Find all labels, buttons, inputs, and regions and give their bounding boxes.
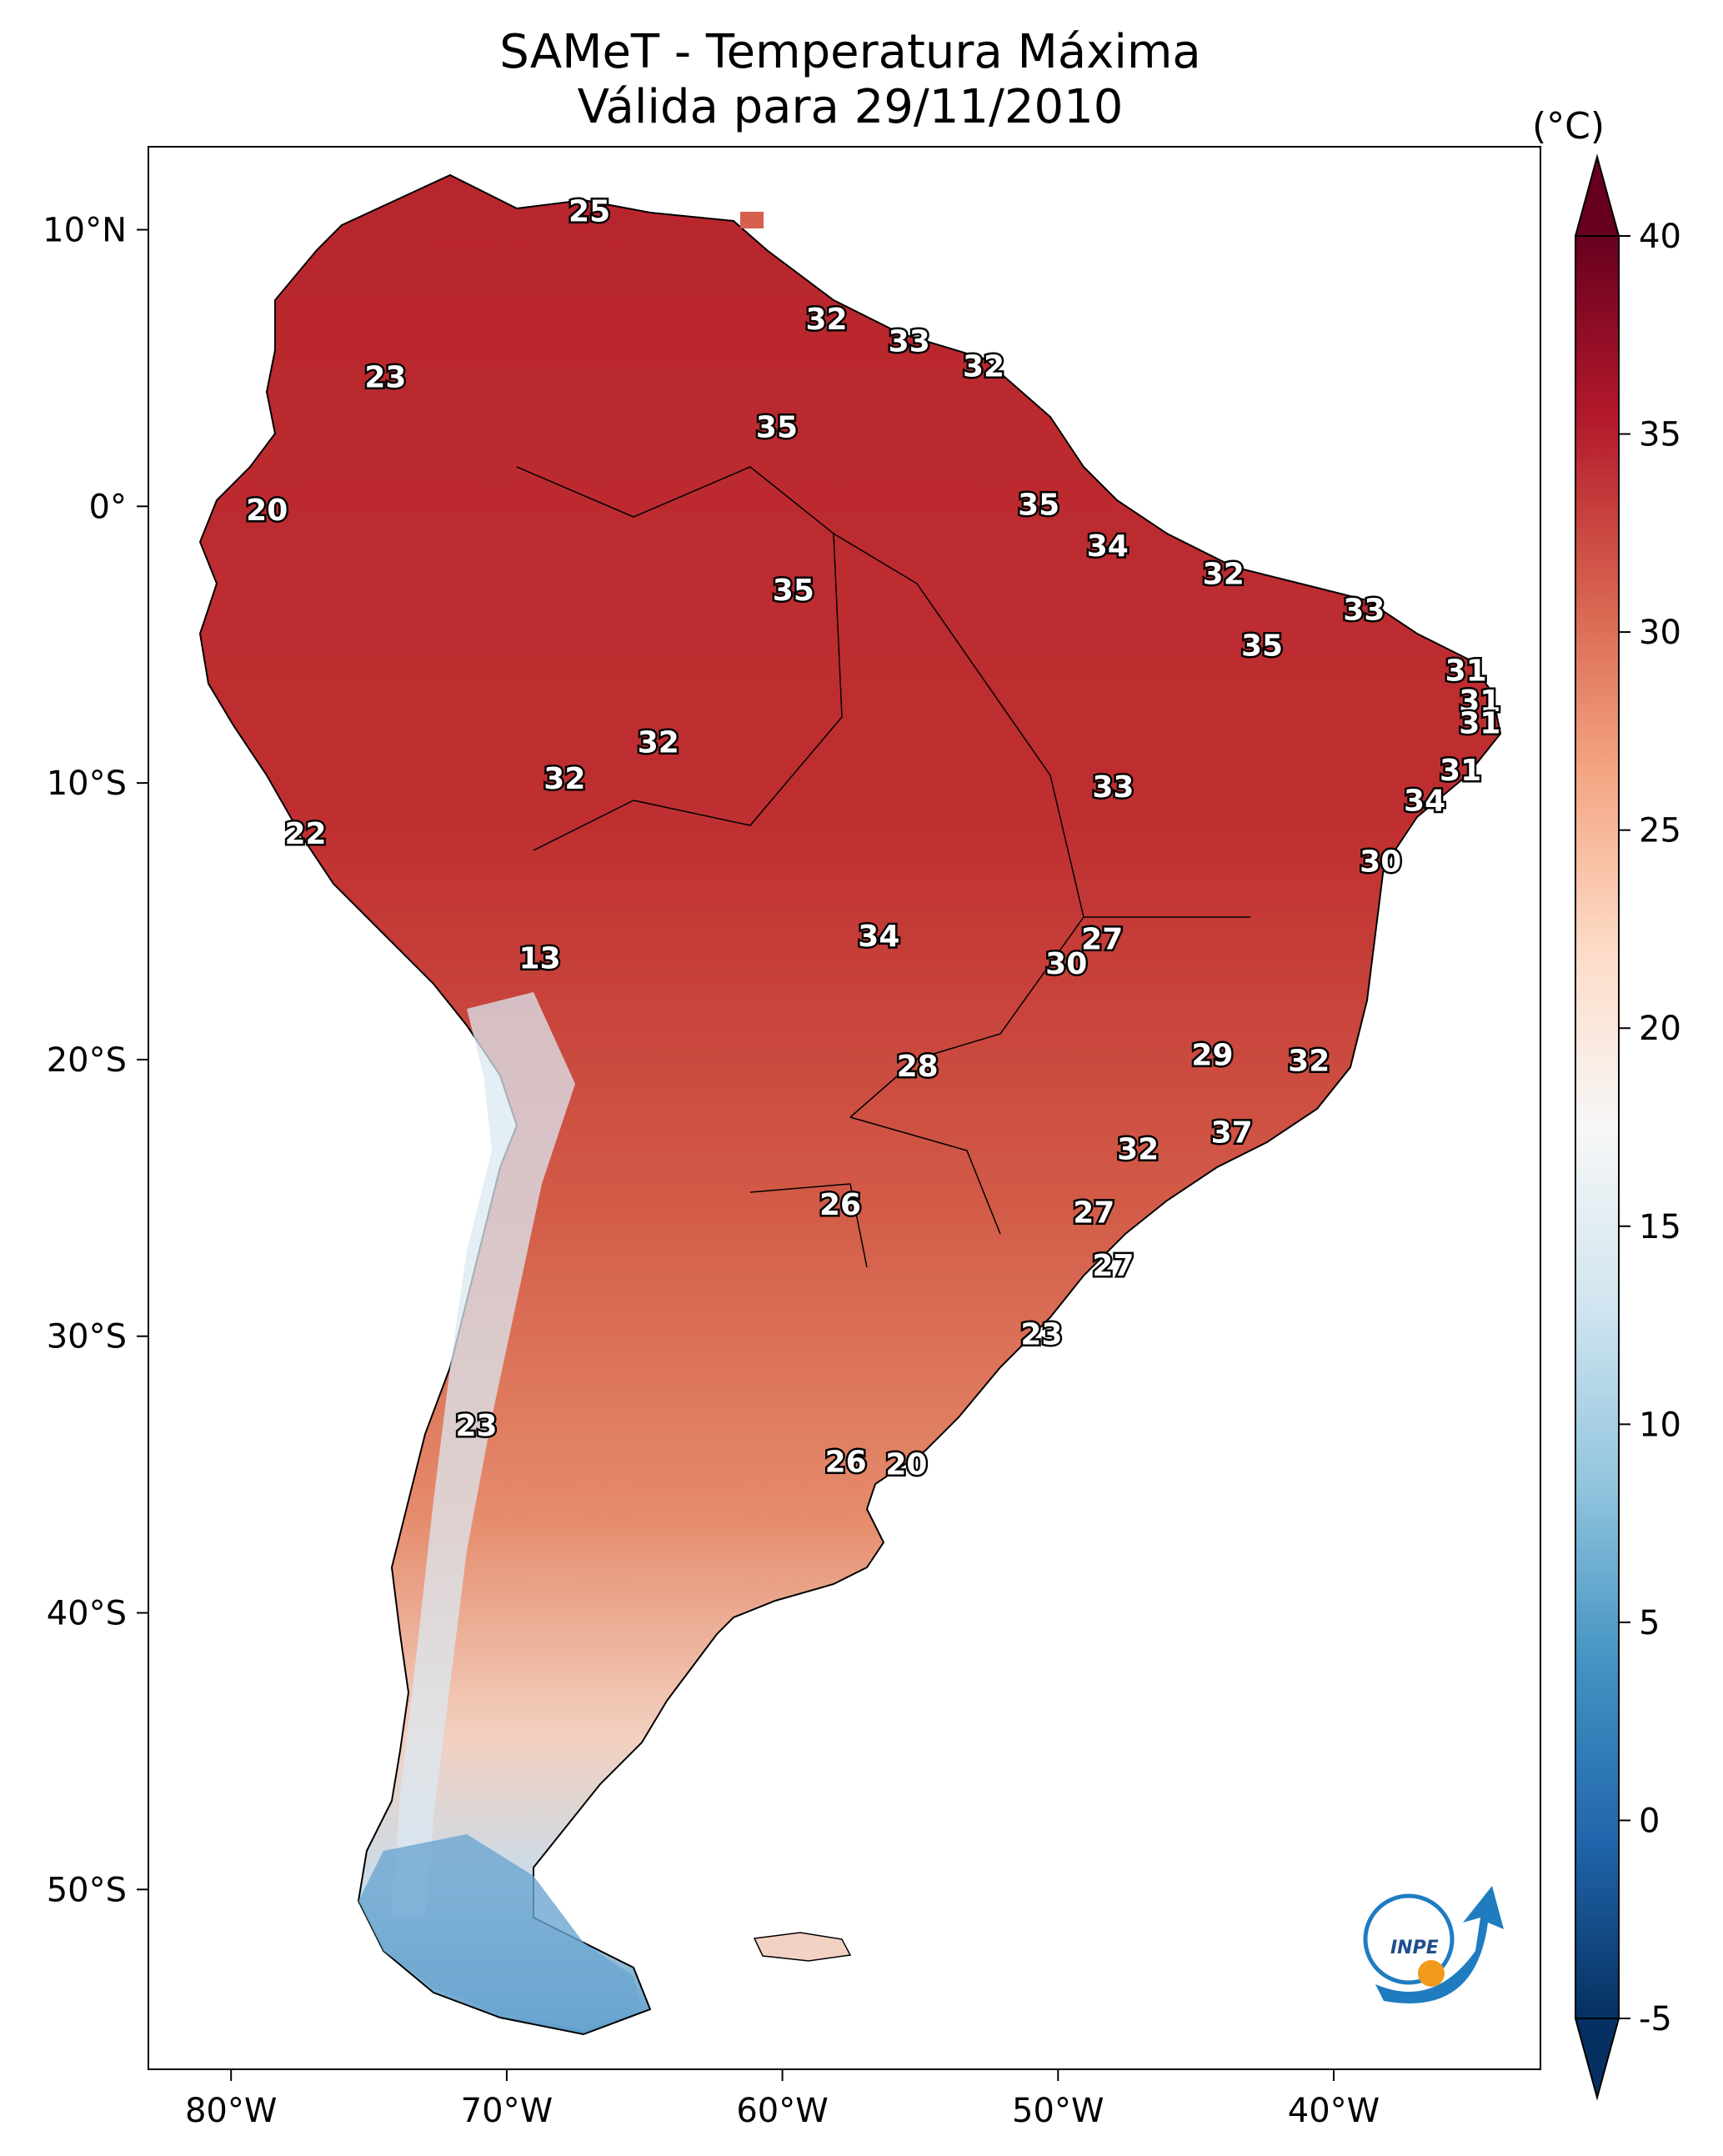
colorbar-tick-label: 40 <box>1639 218 1681 256</box>
contour-label: 20 <box>246 494 288 528</box>
y-tick-label: 10°S <box>47 765 127 803</box>
contour-label: 31 <box>1445 654 1487 688</box>
colorbar-body <box>1575 235 1620 2019</box>
colorbar-max-extend <box>1574 153 1620 237</box>
colorbar-ticks: 40 35 30 25 20 15 10 5 0 -5 <box>1619 218 1681 2038</box>
contour-label: 33 <box>1092 770 1134 805</box>
contour-label: 29 <box>1191 1039 1233 1073</box>
contour-label: 33 <box>889 325 930 359</box>
colorbar-tick-label: 25 <box>1639 812 1681 850</box>
contour-label: 30 <box>1360 845 1401 879</box>
y-tick-label: 30°S <box>47 1318 127 1356</box>
colorbar-tick-label: 15 <box>1639 1208 1681 1246</box>
y-tick-label: 40°S <box>47 1595 127 1633</box>
y-axis-ticks: 10°N 0° 10°S 20°S 30°S 40°S 50°S <box>43 212 148 1909</box>
contour-label: 23 <box>455 1409 497 1443</box>
contour-label: 25 <box>568 195 610 229</box>
x-tick-label: 80°W <box>185 2092 277 2130</box>
contour-label: 32 <box>805 303 847 337</box>
colorbar-tick-label: 0 <box>1639 1802 1660 1840</box>
y-tick-label: 0° <box>89 488 127 526</box>
contour-label: 28 <box>897 1050 939 1084</box>
x-tick-label: 40°W <box>1288 2092 1380 2130</box>
contour-label: 32 <box>638 726 679 760</box>
x-tick-label: 70°W <box>461 2092 553 2130</box>
contour-label: 30 <box>1045 947 1087 981</box>
y-tick-label: 50°S <box>47 1871 127 1909</box>
colorbar-tick-label: 30 <box>1639 614 1681 652</box>
colorbar-tick-label: -5 <box>1639 2000 1672 2038</box>
colorbar-tick-label: 5 <box>1639 1604 1660 1642</box>
contour-label: 27 <box>1073 1196 1114 1231</box>
falkland-islands <box>753 1932 852 1962</box>
andes-cold-strip <box>392 992 575 1918</box>
colorbar: 40 35 30 25 20 15 10 5 0 -5 <box>1574 153 1681 2101</box>
contour-label: 20 <box>885 1448 927 1482</box>
colorbar-tick-label: 10 <box>1639 1406 1681 1444</box>
contour-label: 32 <box>1117 1132 1159 1166</box>
contour-label: 26 <box>825 1445 867 1479</box>
colorbar-tick-label: 35 <box>1639 416 1681 454</box>
colorbar-tick-label: 20 <box>1639 1010 1681 1048</box>
contour-label: 32 <box>963 349 1004 384</box>
inpe-logo-arrow-icon <box>1375 1886 1504 2003</box>
x-tick-label: 60°W <box>736 2092 828 2130</box>
contour-label: 37 <box>1211 1116 1253 1151</box>
x-tick-label: 50°W <box>1012 2092 1104 2130</box>
caribbean-island <box>740 212 764 228</box>
south-america-landmass <box>198 173 1502 2036</box>
contour-label: 34 <box>1404 784 1445 818</box>
patagonia-blue <box>358 1834 642 2030</box>
title-line-1: SAMeT - Temperatura Máxima <box>499 25 1201 79</box>
contour-label: 31 <box>1459 706 1500 740</box>
contour-label: 27 <box>1092 1249 1134 1283</box>
contour-label: 35 <box>773 574 814 608</box>
contour-label: 35 <box>756 410 798 444</box>
country-borders <box>516 466 1250 1268</box>
contour-label: 31 <box>1459 684 1500 719</box>
contour-label: 34 <box>1087 529 1129 564</box>
contour-label: 27 <box>1081 922 1123 956</box>
contour-label: 35 <box>1241 629 1283 664</box>
y-tick-label: 20°S <box>47 1041 127 1080</box>
inpe-logo-text: INPE <box>1390 1938 1439 1958</box>
contour-label: 22 <box>284 817 326 851</box>
contour-label: 23 <box>364 361 406 395</box>
contour-label: 34 <box>858 920 899 954</box>
contour-label: 32 <box>543 762 585 796</box>
title-line-2: Válida para 29/11/2010 <box>577 80 1124 134</box>
colorbar-min-extend <box>1574 2018 1620 2101</box>
inpe-logo: INPE <box>1363 1886 1504 2003</box>
contour-label: 13 <box>519 941 561 975</box>
colorbar-unit: (°C) <box>1532 105 1605 148</box>
contour-label: 23 <box>1020 1318 1062 1352</box>
contour-label: 32 <box>1288 1044 1330 1078</box>
contour-label: 31 <box>1440 754 1481 788</box>
inpe-logo-ring <box>1363 1893 1455 1985</box>
y-tick-label: 10°N <box>43 212 127 250</box>
contour-label: 26 <box>819 1188 861 1222</box>
contour-label: 32 <box>1203 557 1245 591</box>
x-axis-ticks: 80°W 70°W 60°W 50°W 40°W <box>185 2069 1380 2130</box>
contour-label: 33 <box>1343 593 1385 627</box>
inpe-logo-dot <box>1418 1960 1445 1987</box>
contour-label: 35 <box>1018 488 1059 522</box>
